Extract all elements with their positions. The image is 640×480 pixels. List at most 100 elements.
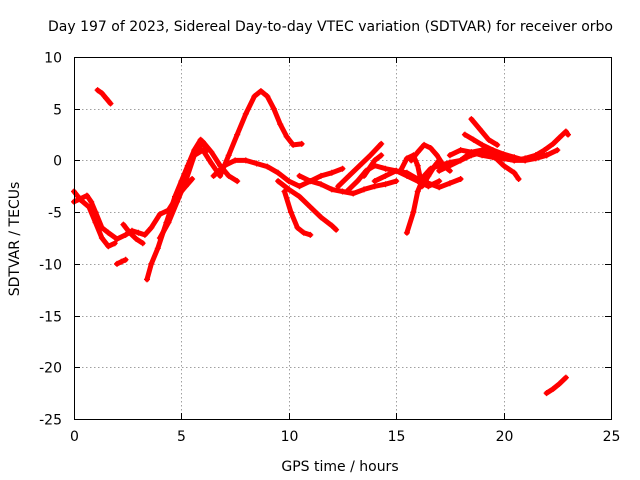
data-point: [515, 176, 522, 182]
data-point: [511, 169, 518, 176]
data-point: [208, 149, 215, 156]
data-point: [328, 186, 335, 193]
series-arc-01: [94, 87, 114, 107]
data-point: [242, 110, 249, 117]
data-point: [189, 176, 196, 182]
data-point: [242, 157, 249, 164]
y-tick-label: 10: [44, 51, 62, 67]
data-point: [378, 140, 385, 147]
data-point: [500, 151, 507, 158]
data-point: [307, 204, 314, 210]
data-point: [361, 172, 367, 179]
series-arc-22: [461, 131, 529, 164]
data-point: [225, 172, 232, 179]
data-point: [556, 380, 563, 387]
data-point: [253, 160, 260, 167]
data-point: [217, 172, 224, 179]
data-point: [318, 214, 324, 221]
data-point: [500, 162, 507, 169]
data-point: [421, 172, 428, 179]
data-point: [393, 178, 400, 185]
data-point: [118, 258, 125, 265]
chart-title: Day 197 of 2023, Sidereal Day-to-day VTE…: [48, 19, 613, 35]
series-trace: [544, 375, 569, 396]
data-point: [550, 386, 556, 392]
data-point: [156, 211, 163, 218]
x-tick-label: 20: [496, 429, 514, 445]
data-point: [154, 245, 161, 252]
data-point: [199, 147, 206, 154]
data-point: [182, 178, 189, 185]
x-tick-label: 25: [603, 429, 621, 445]
data-point: [98, 235, 105, 241]
data-point: [414, 162, 421, 169]
series-arc-13: [335, 140, 385, 190]
data-point: [98, 224, 105, 231]
data-point: [343, 188, 350, 195]
data-point: [354, 178, 361, 185]
data-point: [468, 149, 475, 156]
data-point: [436, 167, 443, 174]
series-arc-20: [436, 147, 522, 182]
data-point: [410, 209, 417, 216]
data-point: [403, 155, 410, 162]
data-point: [120, 221, 127, 228]
data-point: [378, 152, 385, 159]
data-point: [361, 186, 367, 193]
data-point: [562, 374, 569, 381]
data-point: [156, 235, 163, 241]
data-point: [328, 222, 335, 229]
series-arc-08: [191, 88, 305, 179]
data-point: [287, 209, 294, 216]
data-point: [174, 198, 181, 205]
data-point: [98, 90, 105, 97]
data-point: [126, 229, 133, 236]
data-point: [294, 224, 301, 231]
data-point: [565, 131, 571, 138]
data-point: [105, 229, 112, 236]
data-point: [105, 243, 112, 250]
series-arc-11: [281, 188, 314, 238]
data-point: [111, 240, 118, 247]
data-point: [94, 87, 101, 94]
series-arc-23: [468, 116, 501, 148]
data-point: [436, 184, 443, 191]
data-point: [382, 172, 389, 179]
data-point: [191, 152, 198, 159]
data-point: [421, 141, 428, 148]
data-point: [511, 154, 518, 161]
data-point: [264, 163, 271, 170]
data-point: [479, 141, 486, 148]
data-point: [122, 231, 129, 238]
data-point: [457, 147, 464, 154]
data-point: [77, 195, 84, 202]
data-point: [232, 157, 239, 164]
series-trace: [95, 87, 113, 106]
data-point: [382, 165, 389, 172]
data-point: [290, 141, 297, 148]
data-point: [541, 147, 548, 154]
data-point: [403, 229, 410, 236]
data-point: [122, 256, 129, 263]
data-point: [446, 162, 453, 169]
series-arc-10: [275, 178, 340, 233]
data-point: [562, 128, 569, 135]
data-point: [403, 169, 410, 176]
data-point: [367, 152, 374, 159]
x-axis-label: GPS time / hours: [281, 459, 398, 475]
data-point: [371, 157, 378, 164]
data-point: [277, 121, 284, 128]
data-point: [457, 176, 464, 182]
data-point: [208, 160, 215, 167]
data-point: [199, 138, 206, 145]
data-point: [550, 140, 556, 147]
data-point: [83, 192, 90, 199]
data-point: [144, 276, 150, 283]
series-trace: [447, 147, 550, 163]
y-tick-label: -15: [39, 310, 62, 326]
y-tick-label: 0: [53, 154, 62, 170]
data-point: [210, 172, 217, 179]
data-point: [318, 181, 324, 188]
y-tick-label: -10: [39, 258, 62, 274]
x-tick-label: 5: [177, 429, 186, 445]
